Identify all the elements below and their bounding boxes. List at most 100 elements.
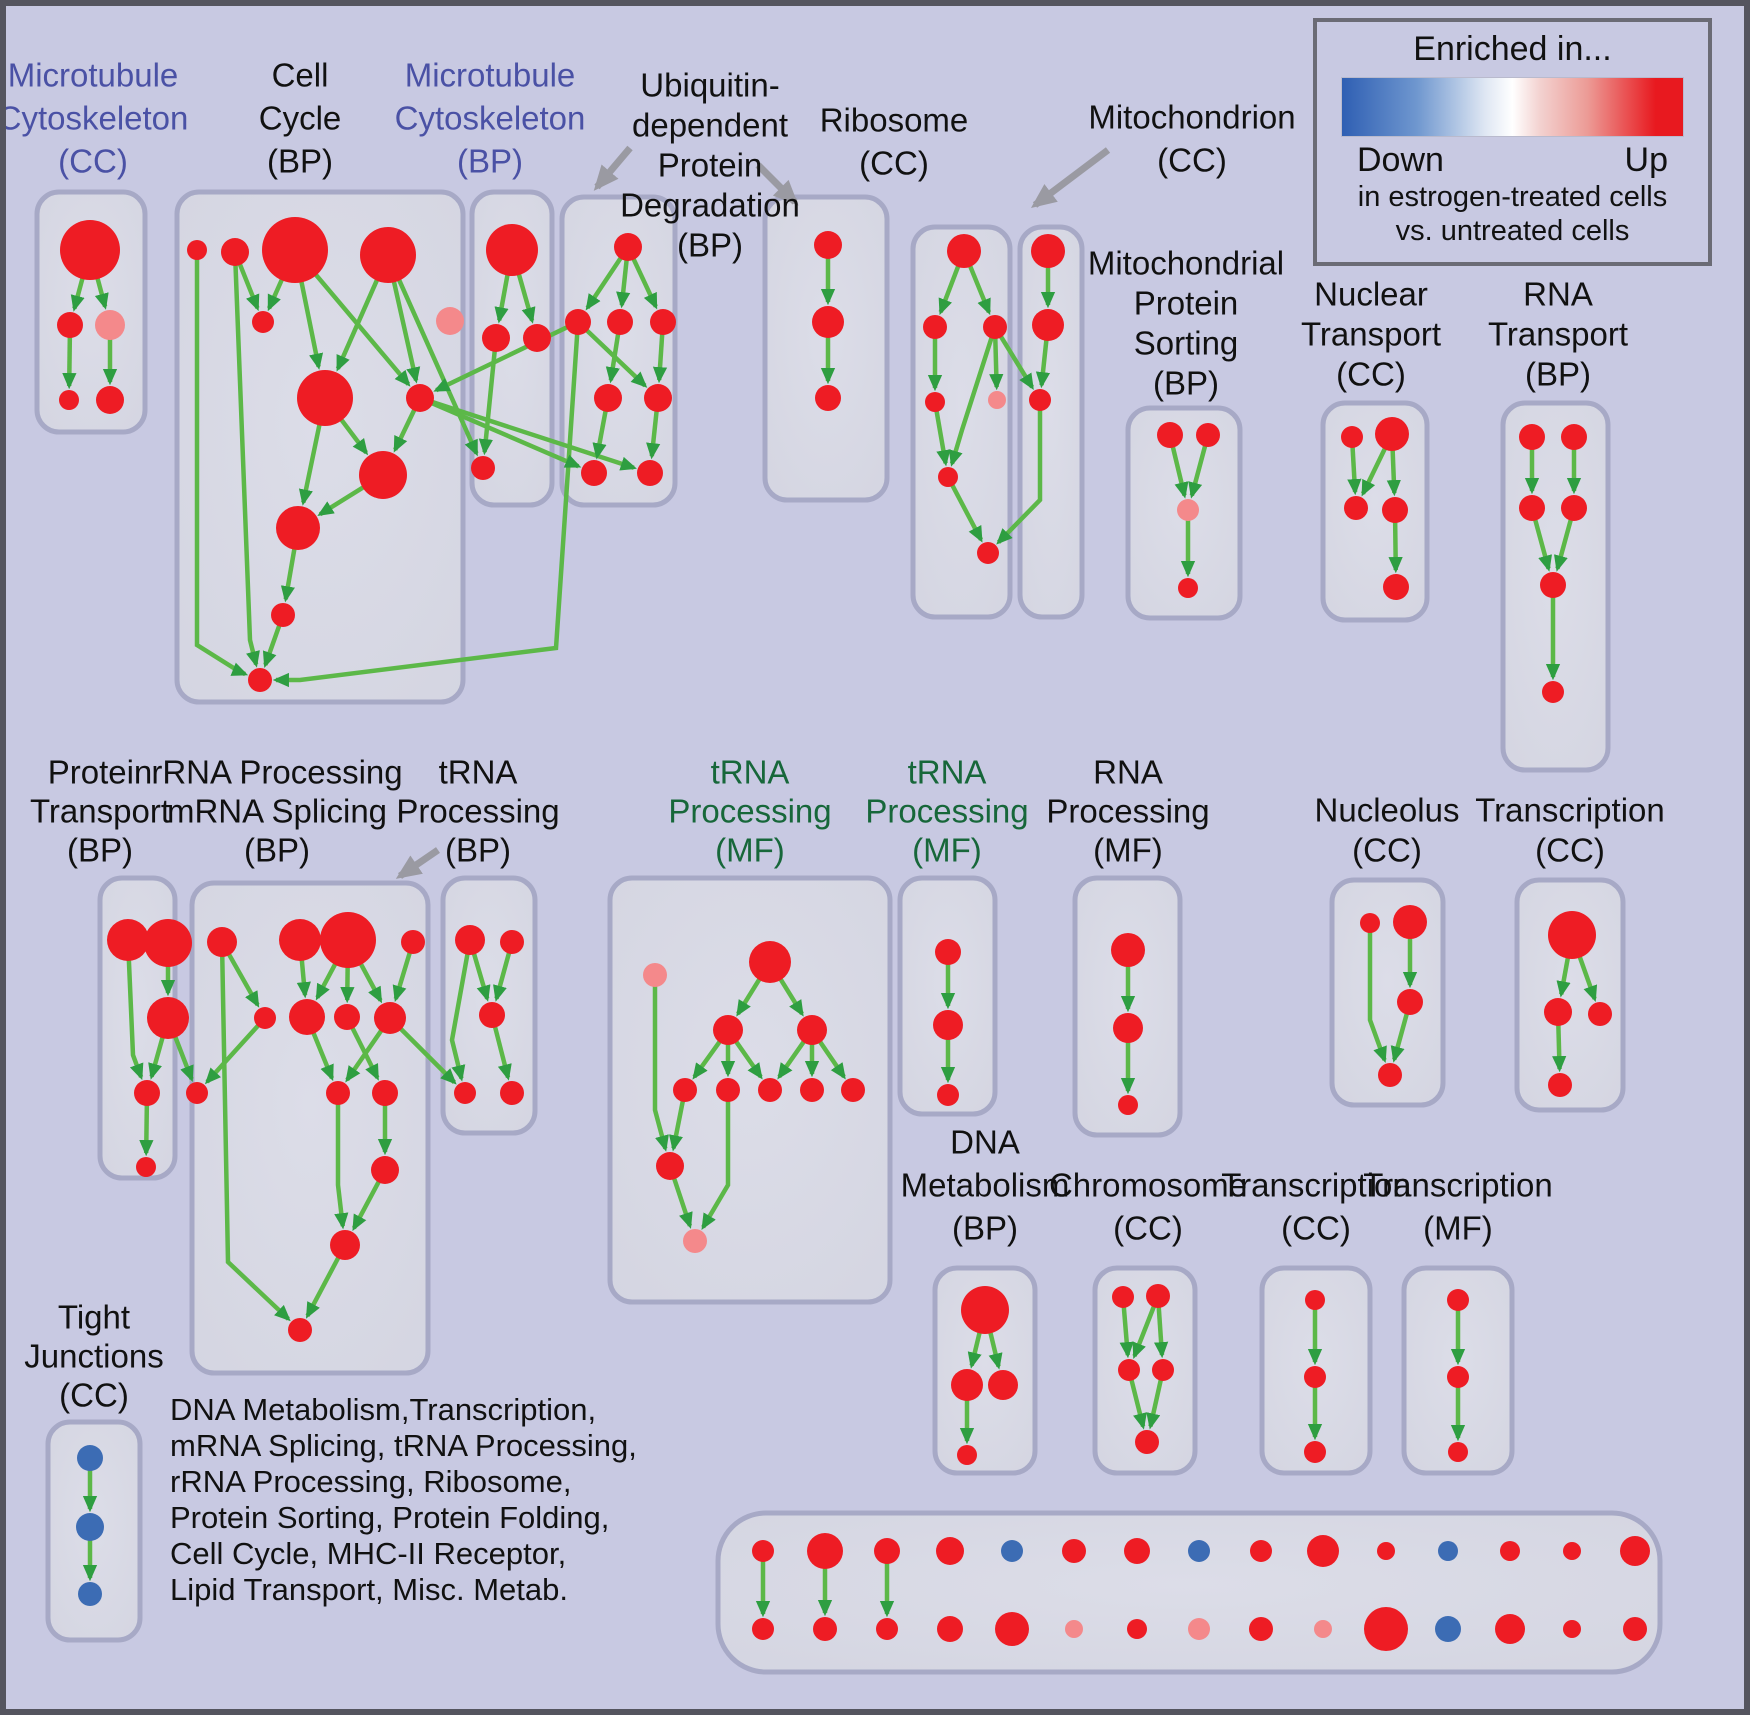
gene-node-g9b bbox=[1249, 1617, 1273, 1641]
gene-node-q2 bbox=[1561, 424, 1587, 450]
cluster-label-line: Mitochondrial bbox=[1088, 245, 1284, 282]
cluster-label-line: (MF) bbox=[1093, 832, 1163, 869]
legend-subtitle-2: vs. untreated cells bbox=[1395, 215, 1630, 247]
edge-rd-ri bbox=[392, 951, 412, 1002]
gene-node-v3 bbox=[815, 385, 841, 411]
edge-rc-rg bbox=[315, 962, 338, 1001]
edge-w2-w3 bbox=[493, 952, 512, 1002]
gene-node-xh2 bbox=[797, 1015, 827, 1045]
edge-h4-h5 bbox=[1146, 1379, 1164, 1430]
edge-tc1-tc2 bbox=[1556, 957, 1571, 998]
edge-cc3-cc8 bbox=[313, 272, 411, 387]
gene-node-cc10 bbox=[276, 506, 320, 550]
gene-node-nt5 bbox=[1383, 574, 1409, 600]
gene-node-no1 bbox=[1360, 913, 1380, 933]
gene-node-g14t bbox=[1563, 1542, 1581, 1560]
gene-node-m1 bbox=[486, 224, 538, 276]
gene-node-t2 bbox=[1032, 309, 1064, 341]
edge-h3-h5 bbox=[1129, 1379, 1147, 1430]
legend-gradient-bar bbox=[1341, 77, 1684, 137]
edge-xh1-xs1 bbox=[692, 1040, 722, 1080]
edge-xs2-xpk bbox=[701, 1101, 731, 1231]
gene-node-w3 bbox=[479, 1002, 505, 1028]
cluster-label-line: (MF) bbox=[912, 832, 982, 869]
gene-node-q4 bbox=[1561, 495, 1587, 521]
cluster-label-line: Cycle bbox=[259, 100, 342, 137]
cluster-label-line: Chromosome bbox=[1049, 1167, 1247, 1204]
gene-node-g4b bbox=[937, 1616, 963, 1642]
gene-node-u1 bbox=[614, 233, 642, 261]
gene-node-g1t bbox=[752, 1540, 774, 1562]
cluster-label-nucleolus: Nucleolus(CC) bbox=[1315, 792, 1460, 869]
edge-u1-uml bbox=[585, 256, 623, 311]
gene-node-v1 bbox=[814, 231, 842, 259]
gene-node-xb bbox=[749, 941, 791, 983]
merged-terms-text-block: DNA Metabolism,Transcription, mRNA Splici… bbox=[170, 1392, 637, 1608]
cluster-label-mt-bp: Microtubule Cytoskeleton (BP) bbox=[395, 57, 586, 180]
gene-node-b2 bbox=[144, 919, 192, 967]
edge-b3-s1 bbox=[148, 1036, 165, 1080]
cluster-label-line: (BP) bbox=[1153, 365, 1219, 402]
label-pointer-arrow-1 bbox=[593, 145, 633, 191]
edge-ulr-ubr bbox=[646, 410, 661, 460]
gene-node-g10b bbox=[1314, 1620, 1332, 1638]
cluster-label-line: (CC) bbox=[1535, 832, 1605, 869]
edge-rf-rp bbox=[204, 1023, 260, 1085]
gene-node-nt1 bbox=[1341, 426, 1363, 448]
edge-ra-rf bbox=[226, 953, 260, 1008]
gene-node-rp bbox=[186, 1082, 208, 1104]
cluster-label-line: Nuclear bbox=[1314, 276, 1428, 313]
gene-node-f2 bbox=[1447, 1366, 1469, 1388]
gene-node-cc7 bbox=[297, 370, 353, 426]
edge-r3-t3 bbox=[998, 335, 1035, 390]
cluster-label-line: (BP) bbox=[952, 1210, 1018, 1247]
cluster-label-ubiq: Ubiquitin-dependentProteinDegradation(BP… bbox=[620, 67, 800, 264]
gene-node-p3 bbox=[1177, 499, 1199, 521]
gene-node-cc12 bbox=[248, 668, 272, 692]
edge-cc10-cc11 bbox=[280, 548, 297, 603]
gene-node-ra bbox=[207, 927, 237, 957]
edge-r3-r6 bbox=[948, 336, 994, 467]
gene-node-g5t bbox=[1001, 1540, 1023, 1562]
cluster-label-line: Transcription bbox=[1475, 792, 1665, 829]
gene-node-ubl bbox=[581, 460, 607, 486]
legend-title: Enriched in... bbox=[1413, 30, 1612, 68]
gene-node-cc11 bbox=[271, 603, 295, 627]
gene-node-g8b bbox=[1188, 1618, 1210, 1640]
gene-node-umr bbox=[650, 309, 676, 335]
cluster-box-nuc-t bbox=[1320, 400, 1430, 623]
gene-node-g12t bbox=[1438, 1541, 1458, 1561]
gene-node-g15t bbox=[1620, 1536, 1650, 1566]
cluster-label-trans-cc3: Transcription (CC) bbox=[1221, 1167, 1411, 1247]
gene-node-rn bbox=[330, 1230, 360, 1260]
edge-rg-rj bbox=[311, 1031, 335, 1082]
cluster-label-line: Processing bbox=[865, 793, 1028, 830]
edge-q4-q5 bbox=[1554, 518, 1574, 572]
gene-node-g15b bbox=[1623, 1617, 1647, 1641]
gene-node-nt3 bbox=[1344, 496, 1368, 520]
gene-node-rc bbox=[320, 912, 376, 968]
cluster-label-trans-mf: Transcription (MF) bbox=[1363, 1167, 1553, 1247]
edge-xs1-xl1 bbox=[669, 1100, 686, 1152]
gene-node-d2 bbox=[951, 1369, 983, 1401]
cluster-label-line: tRNA bbox=[439, 754, 518, 791]
gene-node-no4 bbox=[1378, 1063, 1402, 1087]
edge-cc4-cc7 bbox=[335, 278, 380, 372]
legend-up-label: Up bbox=[1624, 141, 1668, 179]
gene-node-tj3 bbox=[78, 1582, 102, 1606]
edge-b1-s1 bbox=[126, 959, 144, 1081]
gene-node-rg bbox=[289, 999, 325, 1035]
cluster-label-line: (CC) bbox=[1157, 142, 1227, 179]
edge-rn-ro bbox=[305, 1256, 341, 1319]
edge-t3-r7 bbox=[996, 410, 1043, 545]
cluster-label-line: (BP) bbox=[457, 143, 523, 180]
gene-node-t1 bbox=[1031, 234, 1065, 268]
cluster-label-line: (CC) bbox=[1336, 356, 1406, 393]
cluster-label-line: Protein bbox=[1134, 285, 1239, 322]
edge-xh2-xs5 bbox=[818, 1040, 846, 1080]
gene-node-xs5 bbox=[841, 1078, 865, 1102]
